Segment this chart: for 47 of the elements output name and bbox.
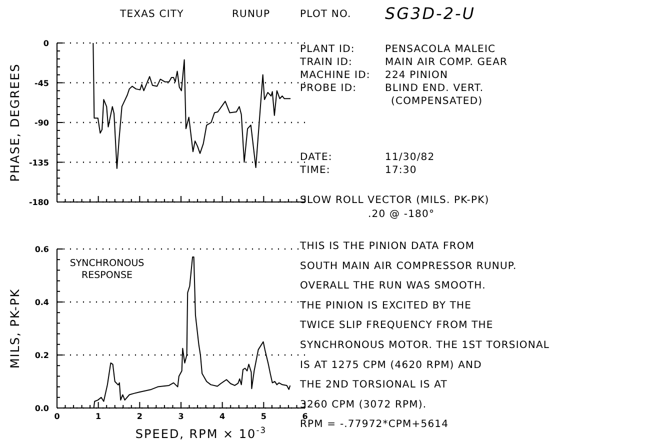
y-tick-label: 0.6 xyxy=(34,245,50,254)
text: BLIND END. VERT. xyxy=(385,83,484,94)
annotation: IS AT 1275 CPM (4620 RPM) AND xyxy=(300,360,482,371)
y-tick-label: -180 xyxy=(28,198,50,207)
text: 17:30 xyxy=(385,165,417,176)
text: PLOT NO. xyxy=(300,9,352,20)
y-tick-label: -90 xyxy=(34,118,50,128)
text: 224 PINION xyxy=(385,70,448,81)
text: PENSACOLA MALEIC xyxy=(385,44,496,55)
y-tick-label: -45 xyxy=(34,78,50,88)
x-tick-label: 1 xyxy=(96,412,102,421)
y-tick-label: 0.2 xyxy=(34,351,49,360)
y-tick-label: -135 xyxy=(28,158,50,168)
x-tick-label: 6 xyxy=(302,412,308,421)
x-tick-label: 5 xyxy=(260,412,267,421)
annotation: SYNCHRONOUS RESPONSE xyxy=(70,258,144,281)
annotation: TIME: xyxy=(299,165,330,176)
y-axis-title: PHASE, DEGREES xyxy=(8,63,22,182)
y-tick-label: 0 xyxy=(43,39,50,48)
text: TEXAS CITY xyxy=(119,9,184,20)
annotation: MACHINE ID: xyxy=(300,70,370,81)
text: .20 @ -180° xyxy=(368,209,435,220)
y-axis-title: MILS, PK-PK xyxy=(8,288,22,369)
annotation: TWICE SLIP FREQUENCY FROM THE xyxy=(299,320,494,332)
x-tick-label: 3 xyxy=(178,412,184,421)
text: 11/30/82 xyxy=(385,152,435,163)
text: RPM = -.77972*CPM+5614 xyxy=(300,419,449,430)
annotation: TRAIN ID: xyxy=(299,57,353,68)
annotation: SOUTH MAIN AIR COMPRESSOR RUNUP. xyxy=(300,260,517,272)
annotation: SYNCHRONOUS MOTOR. THE 1ST TORSIONAL xyxy=(300,340,550,351)
text: MAIN AIR COMP. GEAR xyxy=(385,57,508,68)
x-tick-label: 2 xyxy=(136,412,142,421)
x-axis-title: SPEED, RPM × 10$^{-3}$ xyxy=(135,425,267,441)
text: SG3D-2-U xyxy=(385,4,476,23)
x-tick-label: 4 xyxy=(220,412,226,421)
annotation: OVERALL THE RUN WAS SMOOTH. xyxy=(300,280,486,292)
text: (COMPENSATED) xyxy=(391,96,483,107)
annotation: PROBE ID: xyxy=(300,83,357,94)
text: RUNUP xyxy=(232,9,270,20)
annotation: PLANT ID: xyxy=(300,44,355,55)
annotation: DATE: xyxy=(300,152,332,163)
x-tick-label: 0 xyxy=(54,412,60,421)
y-tick-label: 0.0 xyxy=(34,404,50,413)
annotation: THE 2ND TORSIONAL IS AT xyxy=(299,380,448,391)
annotation: THE PINION IS EXCITED BY THE xyxy=(299,300,472,312)
y-tick-label: 0.4 xyxy=(34,298,50,307)
annotation: THIS IS THE PINION DATA FROM xyxy=(299,241,475,252)
